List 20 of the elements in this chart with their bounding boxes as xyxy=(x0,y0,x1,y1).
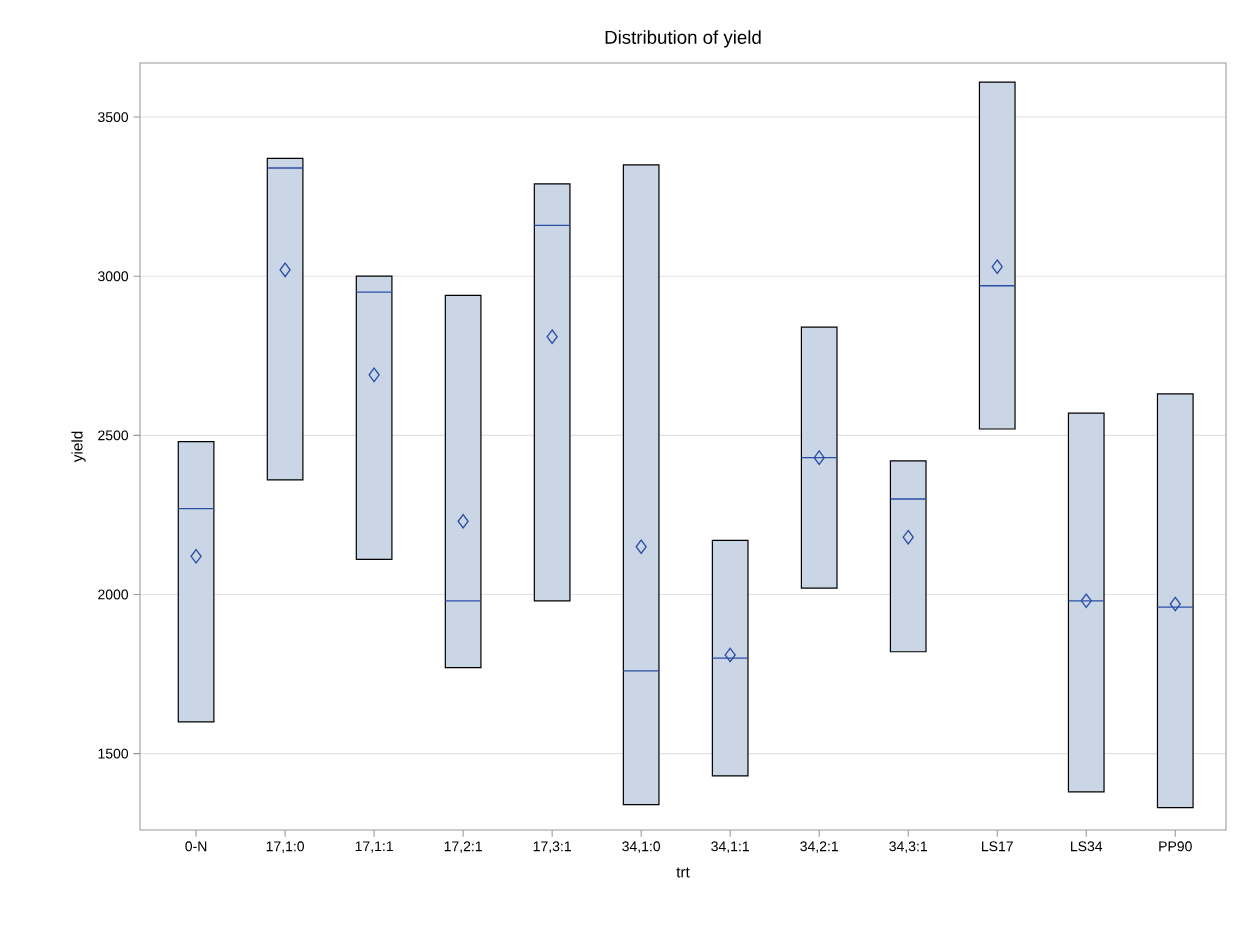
x-tick-label: 0-N xyxy=(185,841,207,852)
x-tick-label: 17,2:1 xyxy=(444,841,482,853)
y-tick-label: 1500 xyxy=(98,748,129,759)
chart-title: Distribution of yield xyxy=(605,30,761,48)
x-tick-label: 17,3:1 xyxy=(533,841,571,853)
y-tick-label: 3000 xyxy=(98,271,129,282)
y-tick-label: 2000 xyxy=(98,589,129,600)
x-axis-title: trt xyxy=(676,867,690,878)
x-tick-label: 34,1:0 xyxy=(622,841,661,853)
x-tick-label: 17,1:0 xyxy=(266,841,305,853)
y-tick-label: 2500 xyxy=(98,430,129,441)
x-tick-label: 34,2:1 xyxy=(800,841,838,853)
x-tick-label: 17,1:1 xyxy=(355,841,393,853)
y-axis-title: yield xyxy=(71,431,86,463)
x-tick-label: LS34 xyxy=(1071,841,1103,852)
x-tick-label: 34,3:1 xyxy=(889,841,927,853)
x-tick-label: PP90 xyxy=(1159,841,1192,852)
x-tick-label: 34,1:1 xyxy=(711,841,749,853)
x-tick-label: LS17 xyxy=(982,841,1013,852)
y-tick-label: 3500 xyxy=(98,112,129,123)
